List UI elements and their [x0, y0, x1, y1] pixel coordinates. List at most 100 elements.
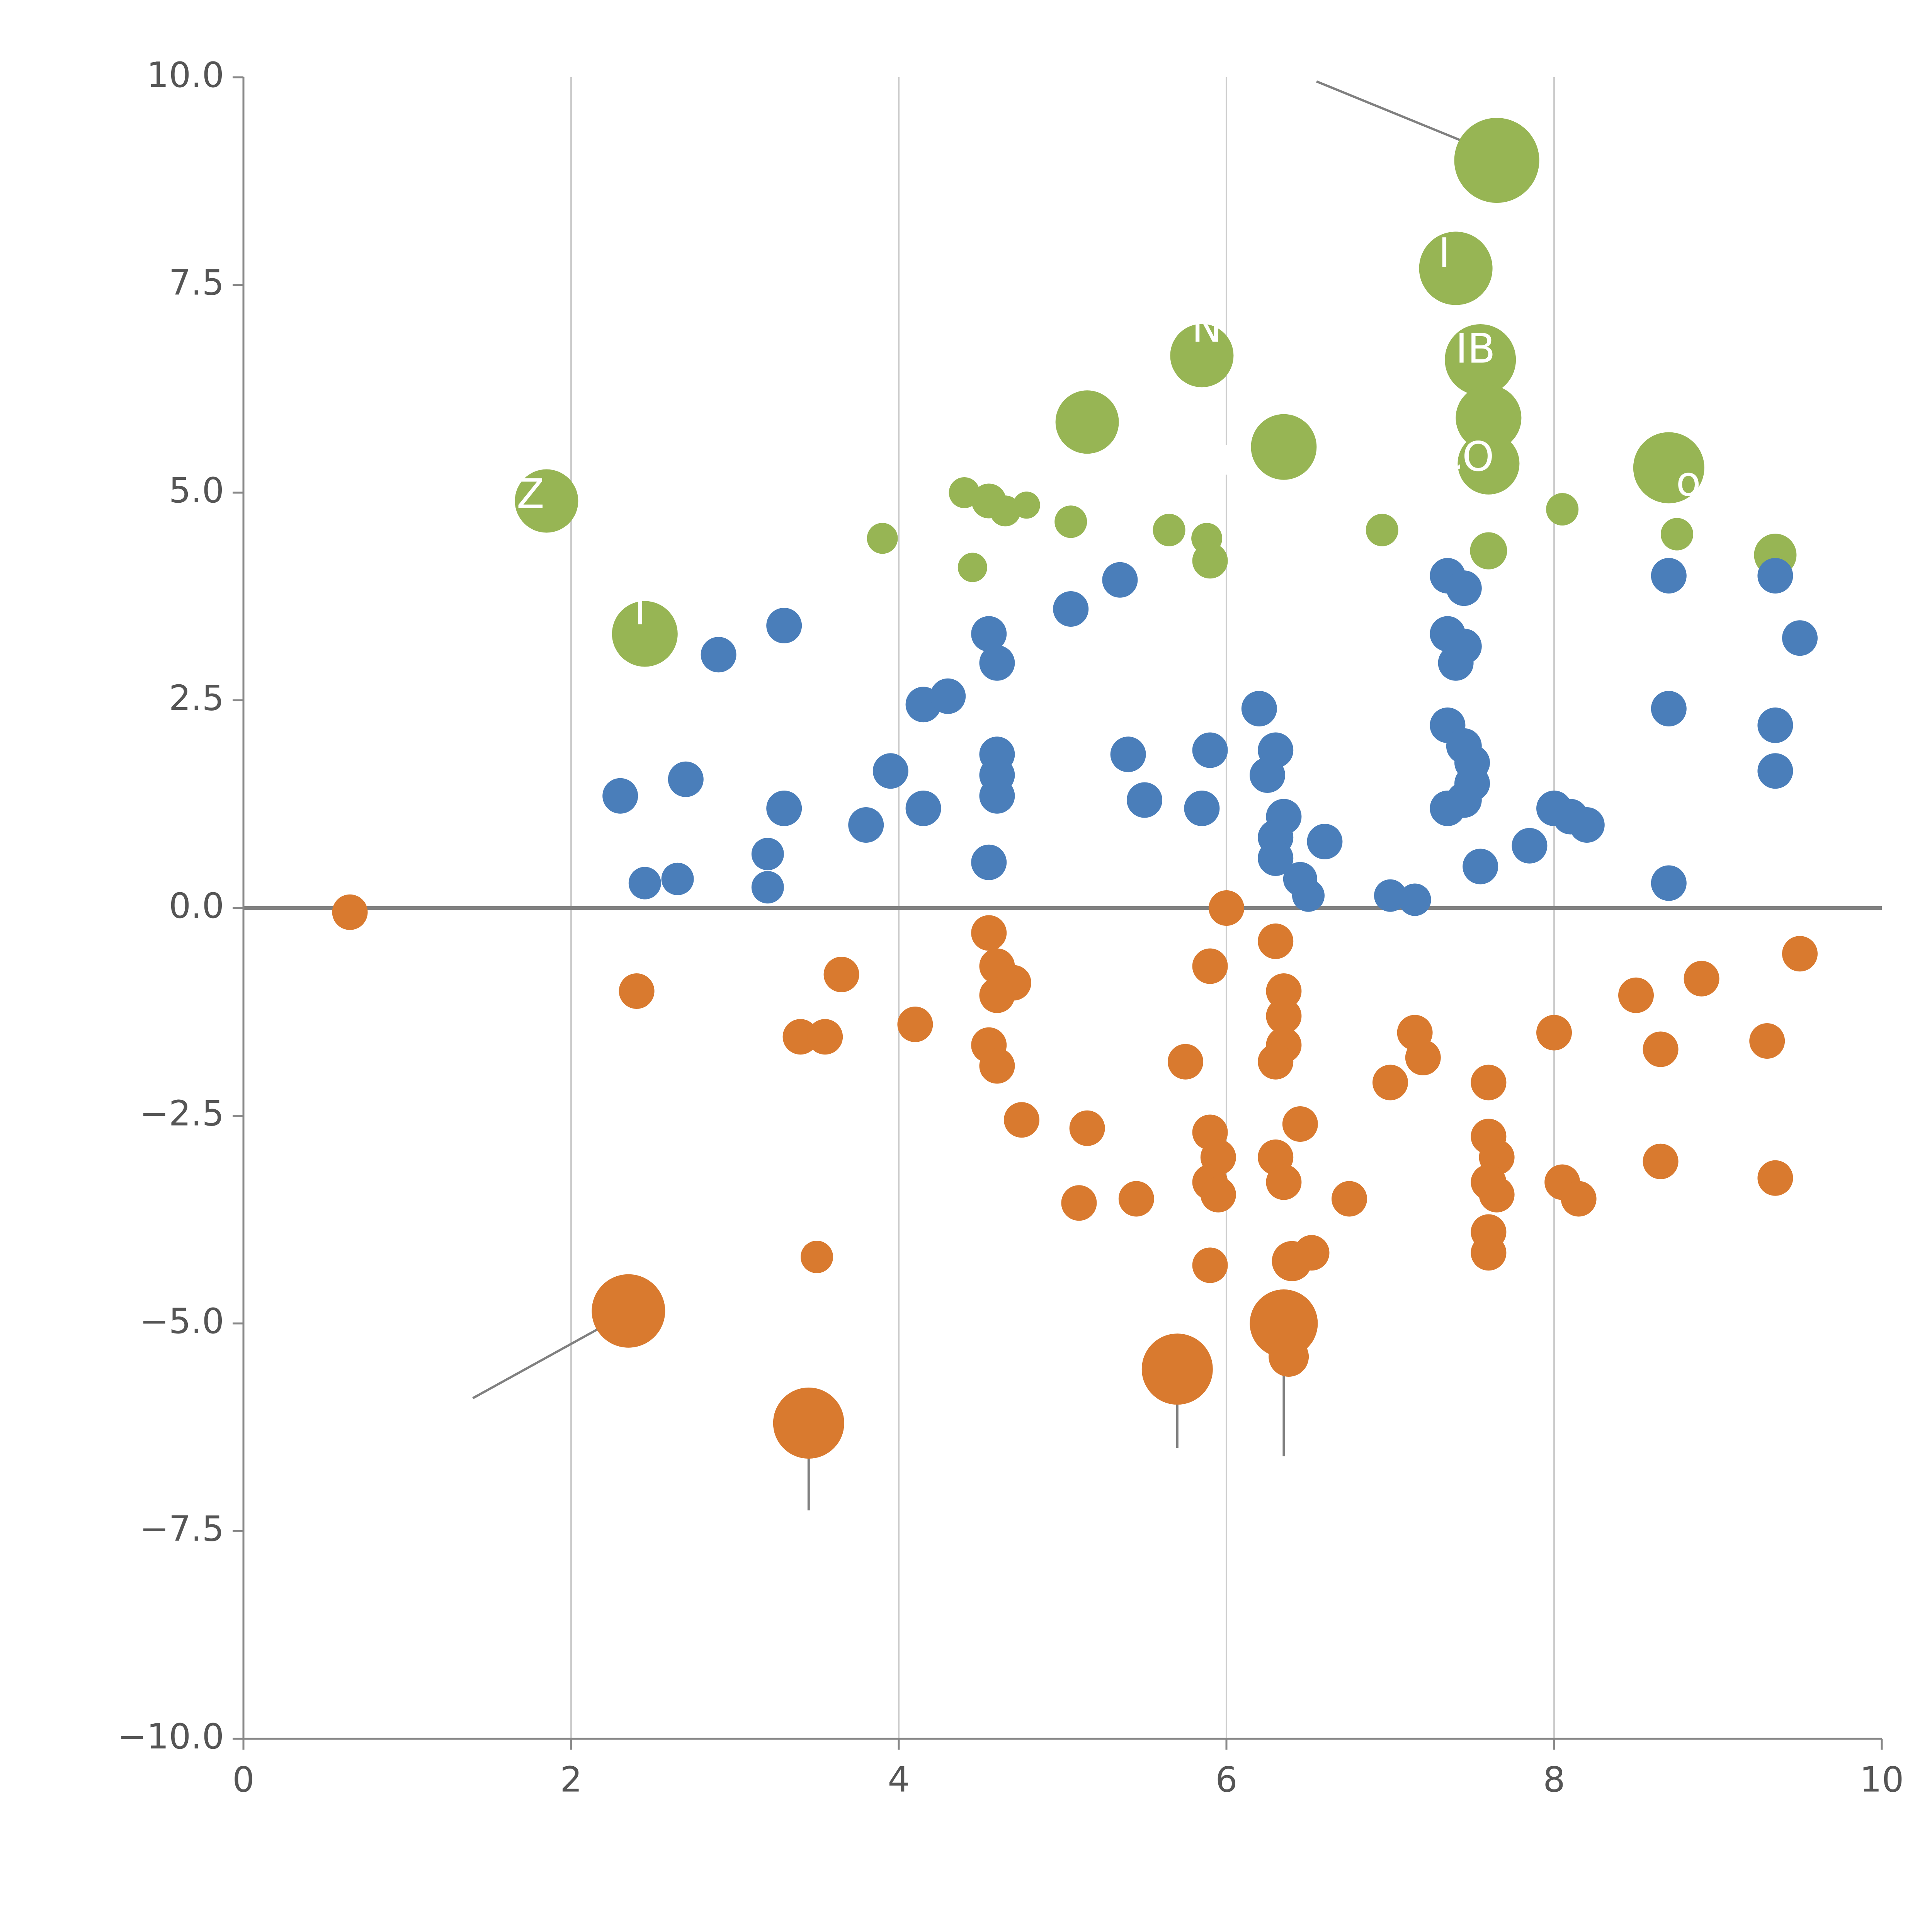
data-point	[1372, 1065, 1408, 1100]
data-point	[1258, 1044, 1294, 1080]
data-point	[971, 616, 1007, 652]
series-mid-blue-dots	[602, 558, 1818, 916]
data-point	[930, 678, 966, 714]
x-tick-label: 0	[232, 1759, 254, 1800]
data-point	[1192, 543, 1228, 579]
annotation-leader-line	[472, 1316, 621, 1400]
data-point	[801, 1241, 833, 1273]
data-point	[1561, 1181, 1597, 1217]
y-tick-label: −2.5	[139, 1093, 224, 1134]
annotation-text-layer: DIZ I N M I IB CO o F I	[473, 230, 1701, 1519]
data-point	[701, 637, 736, 673]
data-point	[1419, 231, 1493, 305]
data-point	[1569, 807, 1605, 843]
data-point	[823, 957, 859, 992]
data-point	[1127, 782, 1162, 818]
data-point	[602, 778, 638, 814]
x-tick-label: 8	[1543, 1759, 1565, 1800]
data-point	[1643, 1143, 1679, 1179]
data-point	[1282, 1106, 1318, 1142]
data-point	[1463, 849, 1498, 884]
x-tick-label: 2	[560, 1759, 582, 1800]
data-point	[1292, 879, 1325, 912]
data-point	[979, 645, 1015, 681]
data-point	[1661, 518, 1693, 551]
data-point	[1251, 414, 1317, 480]
data-point	[1374, 879, 1406, 912]
data-point	[1192, 948, 1228, 984]
data-point	[1757, 753, 1793, 789]
data-point	[332, 894, 368, 930]
data-point	[867, 523, 898, 554]
series-lower-orange-dots	[332, 890, 1818, 1459]
data-point	[1458, 432, 1520, 495]
x-tick-label: 4	[888, 1759, 910, 1800]
data-point	[1200, 1177, 1236, 1213]
data-point	[1618, 977, 1654, 1013]
data-point	[1512, 828, 1548, 864]
data-point	[1445, 324, 1516, 395]
data-point	[990, 495, 1021, 527]
data-point	[1479, 1177, 1515, 1213]
x-tick-label: 6	[1215, 1759, 1237, 1800]
data-point	[1241, 691, 1277, 726]
y-tick-label: −5.0	[139, 1301, 224, 1342]
data-point	[751, 838, 784, 871]
bubble-label: I	[1438, 230, 1450, 277]
data-point	[668, 761, 704, 797]
bubble-label: N	[1192, 304, 1222, 352]
data-point	[1250, 757, 1285, 793]
y-tick-label: −10.0	[117, 1716, 224, 1757]
data-point	[1266, 973, 1302, 1009]
data-point	[1013, 492, 1040, 519]
data-point	[1170, 324, 1234, 388]
data-point	[1069, 1110, 1105, 1146]
data-point	[1782, 620, 1818, 656]
y-tick-label: 5.0	[169, 470, 224, 511]
data-point	[1471, 1065, 1507, 1100]
data-point	[1053, 591, 1089, 627]
data-point	[1004, 1102, 1039, 1138]
axes-layer: 10.0 7.5 5.0 2.5 0.0 −2.5 −5.0 −7.5 −10.00 2 4 6 8 10	[117, 55, 1904, 1800]
data-point	[897, 1007, 933, 1042]
data-point	[766, 791, 802, 826]
data-point	[1633, 432, 1704, 503]
series-upper-large-bubbles	[515, 118, 1797, 667]
y-tick-label: 2.5	[169, 678, 224, 718]
data-point	[1118, 1181, 1154, 1217]
data-point	[1110, 736, 1146, 772]
data-point	[1643, 1031, 1679, 1067]
data-point	[1471, 1235, 1507, 1271]
data-point	[979, 778, 1015, 814]
data-point	[1757, 707, 1793, 743]
data-point	[1446, 570, 1482, 606]
data-point	[1141, 1333, 1213, 1405]
x-tick-label: 10	[1860, 1759, 1904, 1800]
data-point	[1294, 1235, 1330, 1271]
data-point	[848, 807, 884, 843]
data-point	[1258, 840, 1294, 876]
data-point	[1651, 691, 1687, 726]
data-point	[592, 1274, 665, 1348]
data-point	[1055, 390, 1119, 454]
data-point	[619, 973, 655, 1009]
bubble-label: o	[1676, 458, 1701, 505]
data-point	[1757, 1160, 1793, 1196]
bubble-label: F	[1284, 1384, 1307, 1432]
data-point	[1209, 890, 1244, 926]
data-point	[1430, 791, 1466, 826]
data-point	[971, 844, 1007, 880]
data-points-layer	[332, 118, 1818, 1459]
bubble-label: I	[827, 1471, 839, 1519]
data-point	[1651, 865, 1687, 901]
data-point	[1546, 493, 1579, 526]
data-point	[612, 601, 678, 667]
data-point	[773, 1388, 844, 1459]
data-point	[1470, 532, 1507, 570]
data-point	[905, 791, 941, 826]
data-point	[1398, 883, 1431, 916]
data-point	[1153, 514, 1185, 546]
data-point	[807, 1019, 843, 1055]
